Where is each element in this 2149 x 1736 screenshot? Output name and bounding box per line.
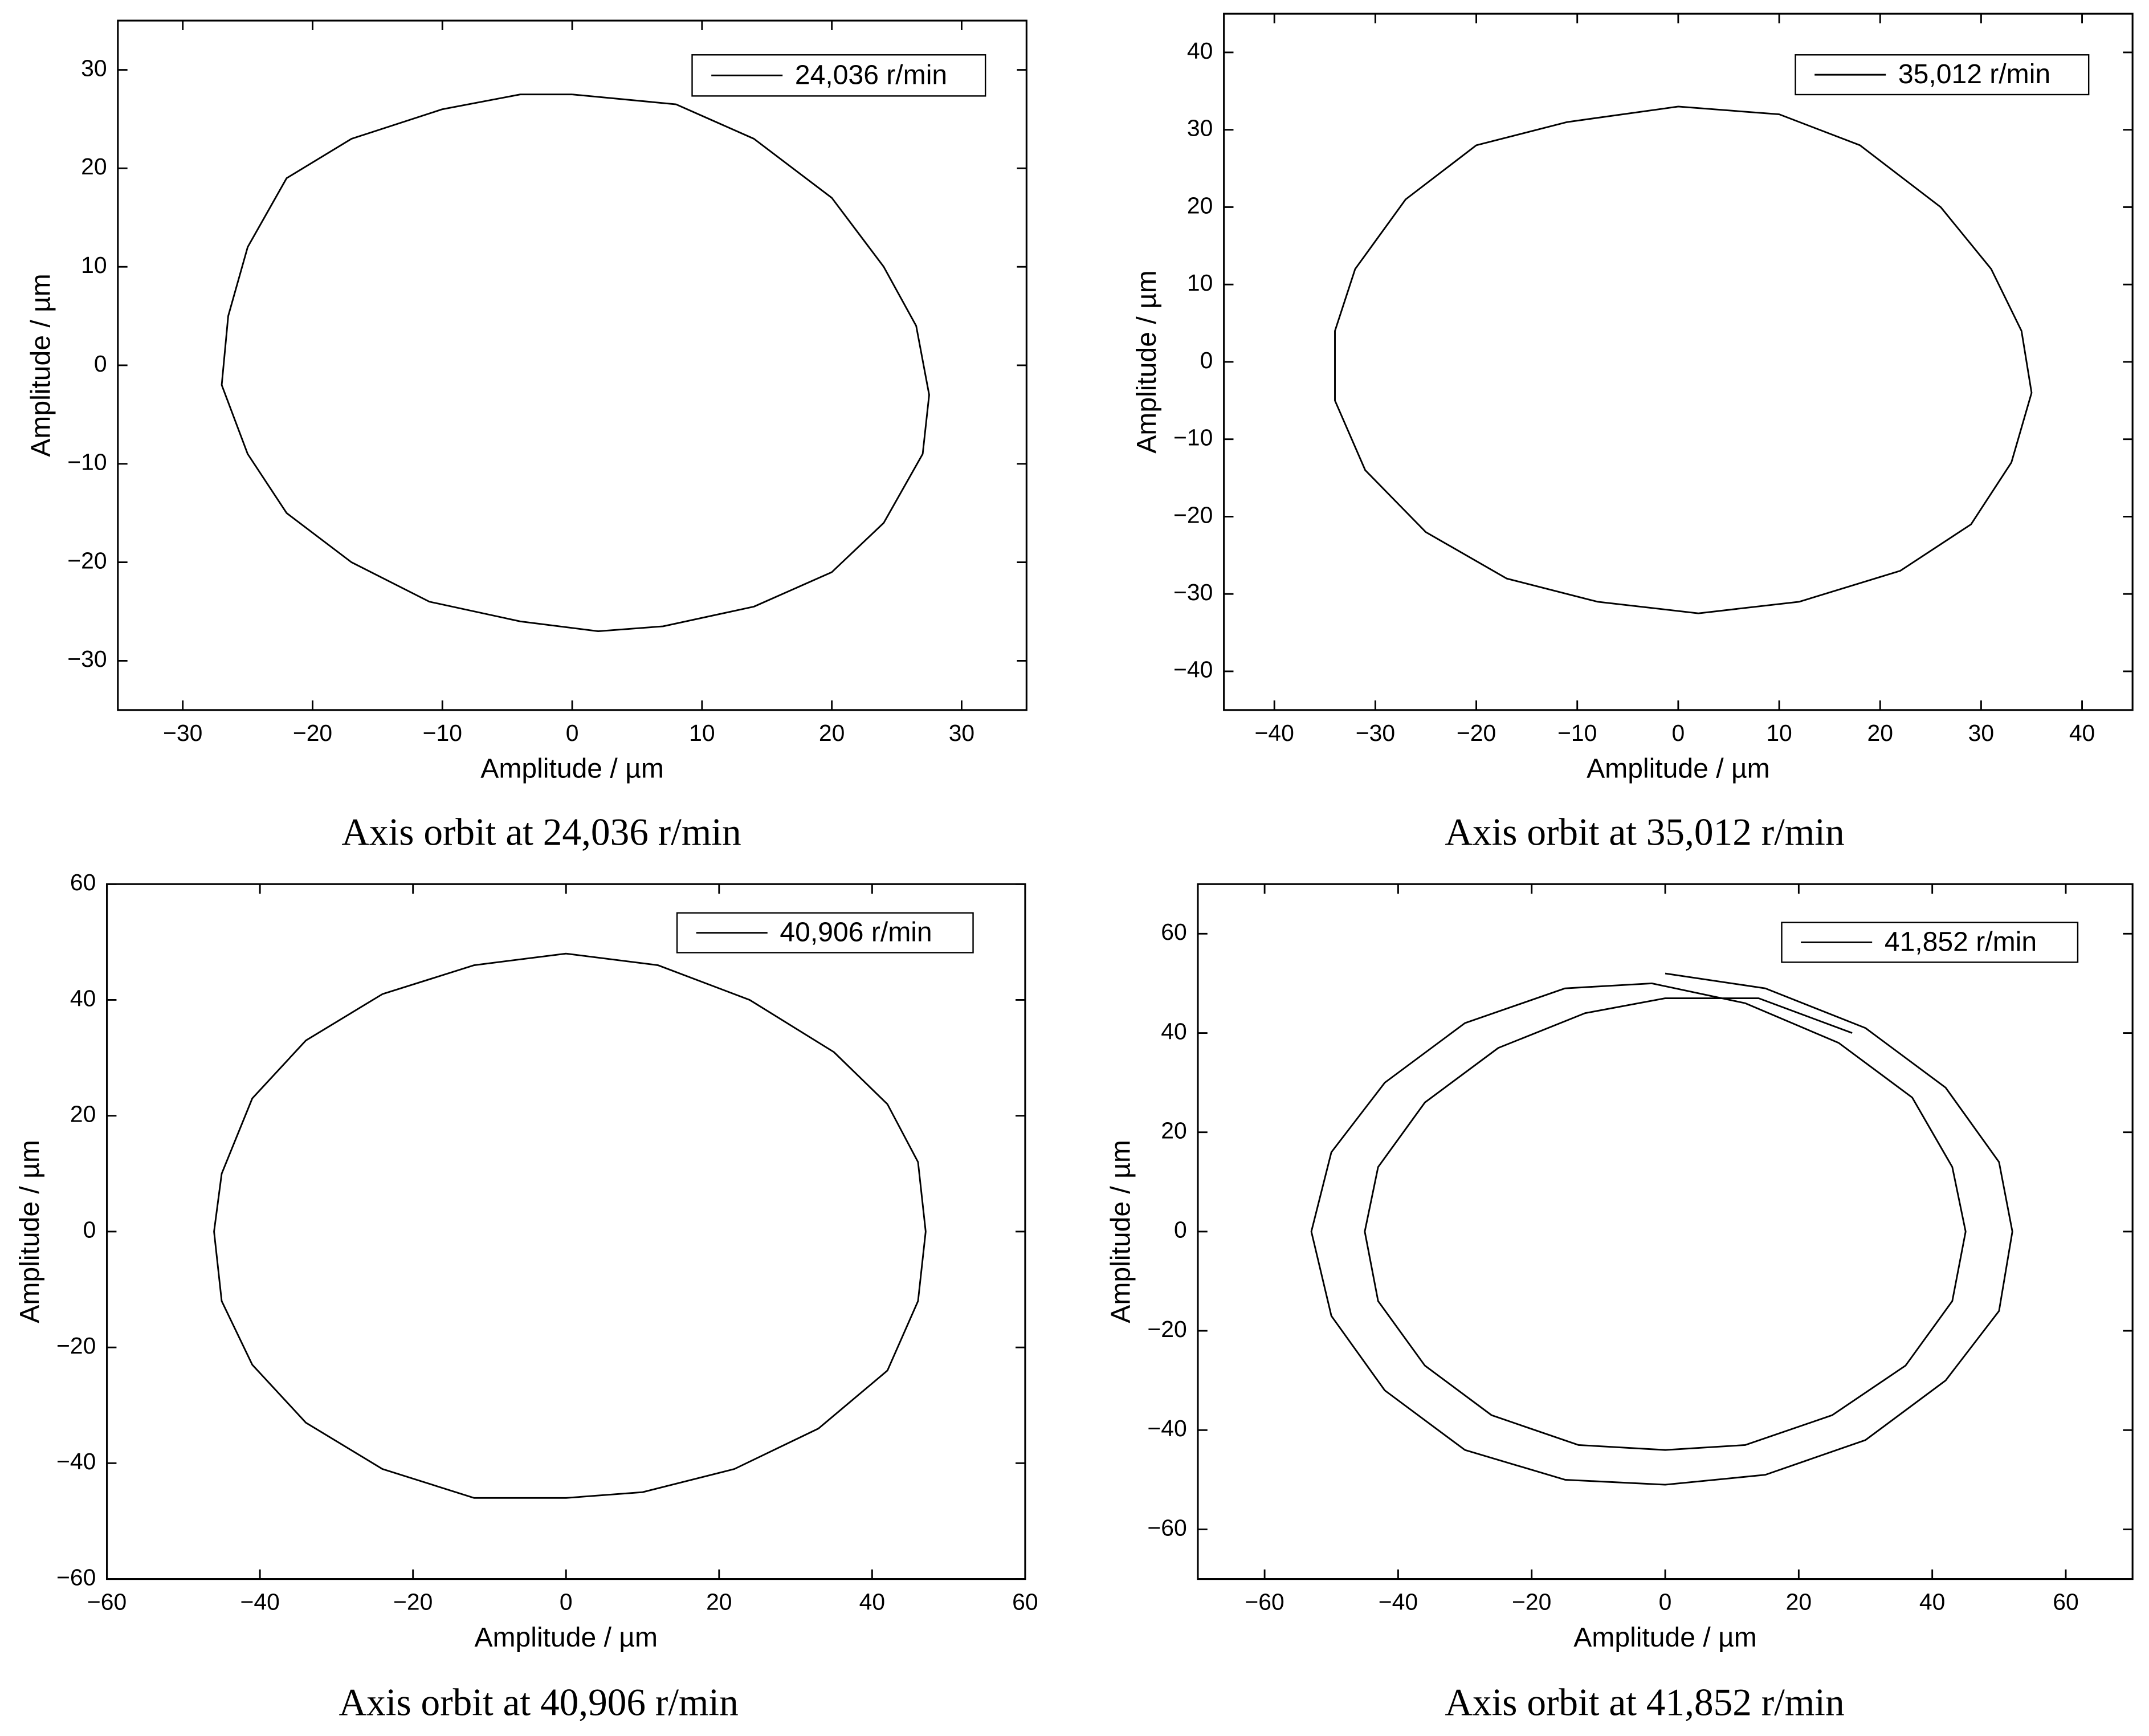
plot-frame [1223,13,2134,711]
x-tick-label: 60 [1012,1589,1038,1615]
x-tick-label: −10 [423,720,462,746]
legend-label: 24,036 r/min [795,59,947,90]
x-tick-label: 30 [1968,720,1994,746]
x-tick-label: 60 [2053,1589,2078,1615]
plot-frame [117,19,1027,711]
plot-frame [106,883,1026,1580]
y-tick-label: −30 [1173,579,1213,605]
caption: Axis orbit at 24,036 r/min [341,811,741,854]
x-tick-label: −30 [1356,720,1395,746]
y-tick-label: 0 [1200,347,1213,373]
x-tick-label: −20 [293,720,332,746]
y-tick-label: 0 [1174,1217,1187,1243]
x-tick-label: 20 [1867,720,1893,746]
x-tick-label: 0 [560,1589,573,1615]
x-tick-label: −20 [1457,720,1496,746]
caption: Axis orbit at 35,012 r/min [1445,811,1844,854]
y-tick-label: −60 [1147,1514,1186,1541]
y-tick-label: 30 [81,55,107,81]
x-axis-label: Amplitude / µm [474,1622,658,1653]
plot-frame [1197,883,2134,1580]
y-tick-label: 60 [1161,919,1186,945]
x-tick-label: −10 [1557,720,1597,746]
orbit-line [1310,972,2013,1486]
y-tick-label: 20 [1187,192,1213,218]
x-tick-label: 40 [1919,1589,1945,1615]
y-tick-label: 40 [1161,1018,1186,1044]
y-tick-label: 20 [81,153,107,180]
y-axis-label: Amplitude / µm [1105,1140,1136,1323]
x-tick-label: −40 [1255,720,1294,746]
x-tick-label: 40 [2069,720,2095,746]
y-tick-label: −20 [1147,1316,1186,1342]
legend-label: 35,012 r/min [1898,59,2050,89]
y-tick-label: 0 [83,1217,96,1243]
x-tick-label: 20 [1786,1589,1812,1615]
x-tick-label: −20 [1512,1589,1551,1615]
y-tick-label: 60 [70,869,96,895]
x-axis-label: Amplitude / µm [480,753,664,784]
y-tick-label: −10 [1173,425,1213,451]
caption: Axis orbit at 40,906 r/min [339,1681,739,1724]
x-tick-label: 10 [1766,720,1792,746]
x-tick-label: 20 [819,720,845,746]
x-tick-label: −40 [1379,1589,1418,1615]
y-tick-label: −30 [67,646,107,672]
y-tick-label: 40 [1187,38,1213,64]
y-tick-label: −20 [1173,502,1213,528]
y-tick-label: −40 [56,1448,96,1474]
x-axis-label: Amplitude / µm [1587,753,1770,784]
x-tick-label: −40 [240,1589,279,1615]
y-axis-label: Amplitude / µm [25,274,56,457]
y-tick-label: −40 [1147,1415,1186,1441]
y-tick-label: −40 [1173,657,1213,683]
x-tick-label: 40 [859,1589,885,1615]
orbit-line [1334,105,2033,614]
y-tick-label: 40 [70,985,96,1011]
legend-label: 40,906 r/min [780,917,932,948]
y-tick-label: −60 [56,1564,96,1590]
x-axis-label: Amplitude / µm [1573,1622,1757,1653]
y-tick-label: 0 [94,351,107,377]
y-tick-label: 10 [1187,270,1213,296]
y-axis-label: Amplitude / µm [14,1140,45,1323]
y-tick-label: 20 [1161,1118,1186,1144]
x-tick-label: 30 [949,720,974,746]
x-tick-label: 0 [1672,720,1685,746]
y-tick-label: 10 [81,252,107,278]
x-tick-label: −30 [163,720,202,746]
y-tick-label: −20 [67,547,107,573]
orbit-line [213,952,927,1499]
x-tick-label: 0 [1659,1589,1672,1615]
x-tick-label: 20 [706,1589,732,1615]
y-tick-label: −20 [56,1332,96,1359]
y-tick-label: 20 [70,1101,96,1127]
y-axis-label: Amplitude / µm [1131,270,1162,454]
x-tick-label: −20 [393,1589,433,1615]
x-tick-label: 0 [566,720,579,746]
orbit-line [221,93,930,633]
y-tick-label: −10 [67,449,107,475]
y-tick-label: 30 [1187,115,1213,141]
x-tick-label: −60 [1245,1589,1284,1615]
caption: Axis orbit at 41,852 r/min [1445,1681,1844,1724]
legend-label: 41,852 r/min [1885,927,2037,957]
x-tick-label: 10 [689,720,715,746]
x-tick-label: −60 [87,1589,127,1615]
